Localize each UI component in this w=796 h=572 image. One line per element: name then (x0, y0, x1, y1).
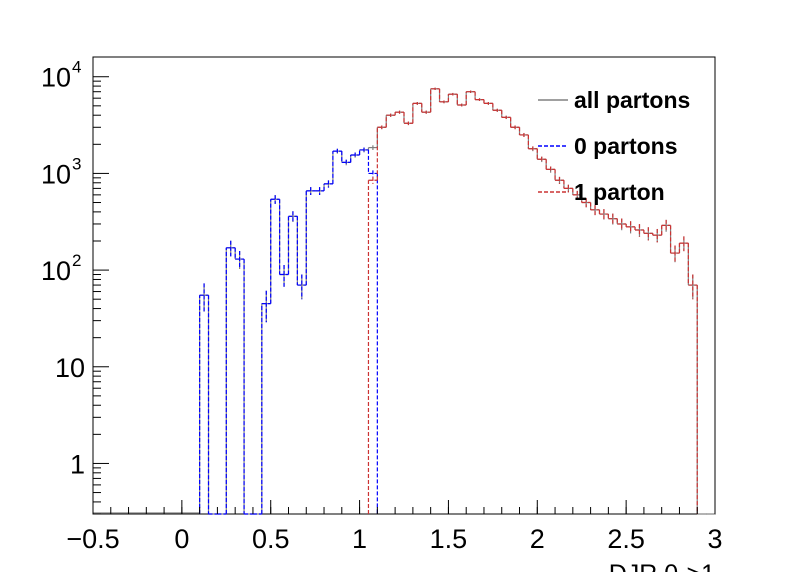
legend-entry: all partons (538, 87, 690, 113)
legend-label: all partons (574, 87, 690, 113)
y-tick-exponent: 2 (72, 251, 81, 270)
y-tick-label: 10 (41, 256, 71, 286)
legend-label: 0 partons (574, 133, 678, 159)
legend-entry: 1 parton (538, 179, 665, 205)
y-tick-label: 10 (41, 159, 71, 189)
legend: all partons 0 partons 1 parton (538, 87, 690, 205)
x-tick-label: 0.5 (252, 524, 290, 554)
y-tick-label: 10 (55, 353, 85, 383)
y-tick-label: 10 (41, 63, 71, 93)
x-tick-label: −0.5 (66, 524, 119, 554)
y-tick-exponent: 4 (72, 58, 81, 77)
series-2 (367, 87, 698, 514)
y-tick-exponent: 3 (72, 154, 81, 173)
plot-frame (92, 56, 716, 515)
legend-label: 1 parton (574, 179, 665, 205)
x-tick-label: 1 (352, 524, 367, 554)
x-tick-label: 3 (707, 524, 722, 554)
x-tick-label: 0 (174, 524, 189, 554)
series-layer (93, 87, 715, 515)
series-1 (199, 147, 378, 515)
x-tick-label: 1.5 (430, 524, 468, 554)
x-tick-label: 2 (530, 524, 545, 554)
y-tick-label: 1 (70, 449, 85, 479)
legend-entry: 0 partons (538, 133, 678, 159)
x-axis-title: DJR 0->1 (609, 560, 715, 572)
x-tick-label: 2.5 (607, 524, 645, 554)
